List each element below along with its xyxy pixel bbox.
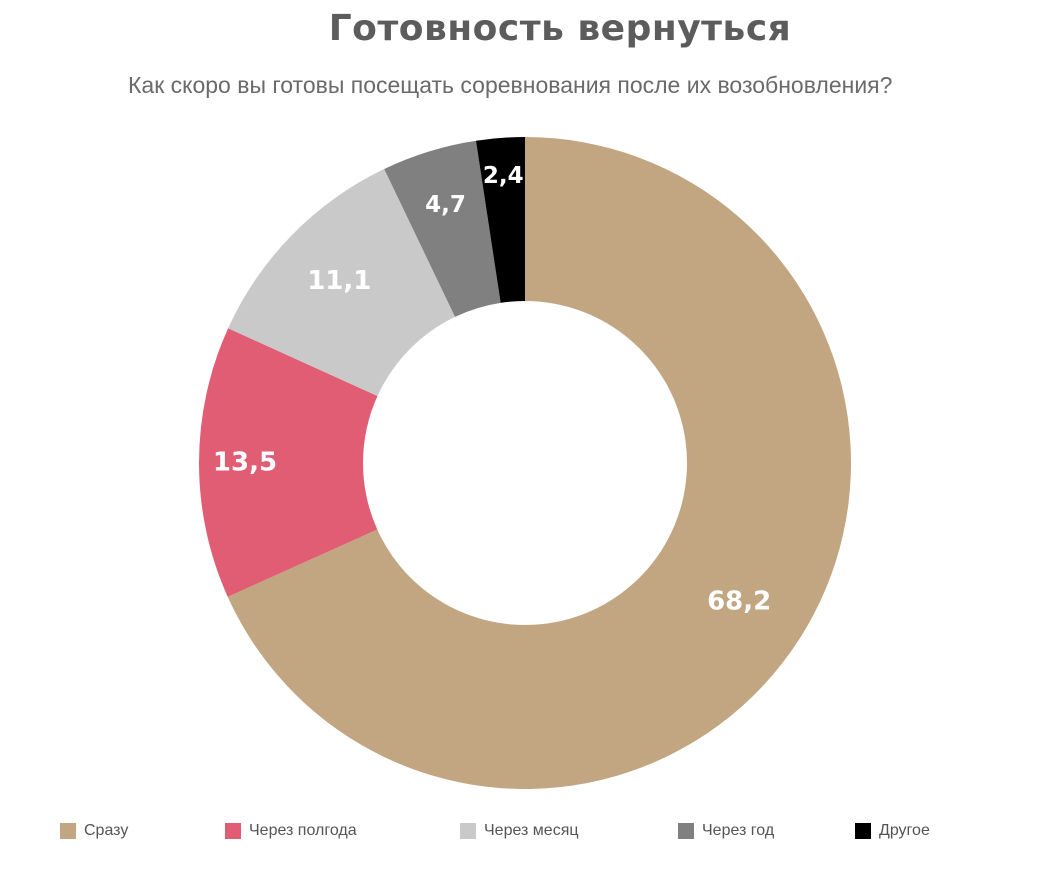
donut-slice-4 (384, 140, 501, 317)
donut-slice-2 (199, 328, 378, 597)
chart-title: Готовность вернуться (328, 8, 792, 49)
donut-slice-1 (227, 137, 851, 789)
data-label-2: 13,5 (213, 448, 277, 478)
data-label-5: 2,4 (483, 163, 524, 189)
legend-item-srazu: Сразу (60, 822, 128, 840)
legend-label-cherez-mesyats: Через месяц (484, 822, 579, 839)
data-label-1: 68,2 (707, 586, 771, 616)
chart-subtitle: Как скоро вы готовы посещать соревновани… (128, 72, 893, 98)
legend-item-cherez-mesyats: Через месяц (460, 822, 579, 840)
legend-label-srazu: Сразу (84, 822, 129, 839)
legend-label-cherez-polgoda: Через полгода (249, 822, 357, 839)
legend-swatch-cherez-god (678, 823, 694, 839)
legend-swatch-drugoe (855, 823, 871, 839)
donut-slice-5 (475, 137, 525, 303)
legend: Сразу Через полгода Через месяц Через го… (60, 822, 1020, 850)
legend-item-drugoe: Другое (855, 822, 930, 840)
legend-label-cherez-god: Через год (702, 822, 775, 839)
legend-label-drugoe: Другое (879, 822, 930, 839)
legend-swatch-srazu (60, 823, 76, 839)
legend-item-cherez-god: Через год (678, 822, 774, 840)
donut-slice-3 (228, 168, 456, 397)
legend-swatch-cherez-polgoda (225, 823, 241, 839)
legend-item-cherez-polgoda: Через полгода (225, 822, 357, 840)
legend-swatch-cherez-mesyats (460, 823, 476, 839)
data-label-3: 11,1 (307, 266, 371, 296)
data-label-4: 4,7 (425, 192, 466, 218)
